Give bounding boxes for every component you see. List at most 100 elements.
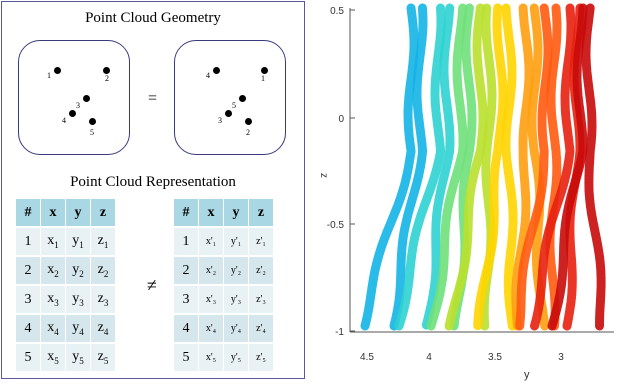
point-label: 3 (218, 116, 222, 125)
point-3 (83, 95, 90, 102)
strand-leg (581, 3, 606, 331)
point-label: 1 (261, 74, 265, 83)
cell-z: z3 (90, 285, 116, 315)
table-row: 4 x4 y4 z4 (16, 314, 116, 344)
point-4 (213, 67, 220, 74)
x-tick-label: 3.5 (488, 352, 502, 363)
point-2 (103, 67, 110, 74)
point-cloud-strands (360, 3, 606, 331)
cell-x: x'₃ (198, 285, 224, 315)
row-index: 3 (174, 285, 199, 315)
strand-leg (444, 3, 488, 331)
point-cloud-strand (515, 3, 562, 331)
row-index: 3 (16, 285, 41, 315)
table-row: 1 x'₁ y'₁ z'₁ (174, 227, 274, 257)
cell-z: z'₁ (248, 227, 274, 257)
point-2 (245, 118, 252, 125)
point-5 (239, 95, 246, 102)
point-4 (69, 110, 76, 117)
table-row: 5 x'₅ y'₅ z'₅ (174, 343, 274, 373)
point-label: 2 (105, 74, 109, 83)
table-row: 5 x5 y5 z5 (16, 343, 116, 373)
cell-y: y'₂ (223, 256, 249, 286)
point-cloud-strand (360, 3, 428, 331)
point-cloud-strand (394, 3, 455, 331)
strand-leg (473, 3, 508, 331)
cell-x: x'₁ (198, 227, 224, 257)
x-axis-label: y (524, 369, 530, 381)
table-original: # x y z 1 x1 y1 z1 2 x2 y2 z2 3 x3 y3 z3 4 x4 y4 z4 5 x5 y… (16, 199, 116, 373)
table-row: 1 x1 y1 z1 (16, 227, 116, 257)
cell-z: z1 (90, 227, 116, 257)
cell-y: y5 (65, 343, 91, 373)
y-tick-label: 0.5 (330, 6, 344, 17)
point-5 (89, 118, 96, 125)
row-index: 4 (174, 314, 199, 344)
cell-y: y1 (65, 227, 91, 257)
point-label: 4 (62, 116, 66, 125)
cell-z: z4 (90, 314, 116, 344)
representation-title: Point Cloud Representation (70, 174, 236, 190)
strand-leg (501, 3, 518, 331)
row-index: 5 (174, 343, 199, 373)
table-permuted: # x y z 1 x'₁ y'₁ z'₁ 2 x'₂ y'₂ z'₂ 3 x'₃ y'₃ z'₃ 4 x… (174, 199, 274, 373)
point-label: 5 (90, 128, 94, 137)
point-label: 5 (232, 101, 236, 110)
row-index: 1 (174, 227, 199, 257)
cell-x: x4 (40, 314, 66, 344)
col-header: z (90, 199, 116, 228)
strand-leg (547, 3, 588, 331)
strand-leg (527, 3, 550, 331)
left-panel: Point Cloud Geometry 1 2 3 4 5 = 4 1 5 3… (1, 1, 305, 379)
strand-leg (394, 3, 446, 331)
row-index: 2 (16, 256, 41, 286)
cell-z: z'₃ (248, 285, 274, 315)
row-index: 4 (16, 314, 41, 344)
geometry-box-left: 1 2 3 4 5 (18, 40, 130, 155)
table-row: 2 x'₂ y'₂ z'₂ (174, 256, 274, 286)
strand-leg (545, 3, 562, 331)
cell-x: x5 (40, 343, 66, 373)
cell-x: x'₅ (198, 343, 224, 373)
cell-x: x'₂ (198, 256, 224, 286)
col-header: x (198, 199, 224, 228)
strand-leg (515, 3, 553, 331)
point-cloud-strand (511, 3, 550, 331)
point-label: 4 (206, 71, 210, 80)
y-axis-label: z (318, 173, 329, 178)
point-cloud-plot: 4.5 4 3.5 3 0.5 0 -0.5 -1 z y (312, 0, 618, 384)
cell-x: x2 (40, 256, 66, 286)
row-index: 2 (174, 256, 199, 286)
strand-leg (421, 3, 455, 331)
col-header: # (174, 199, 199, 228)
geometry-title: Point Cloud Geometry (85, 10, 221, 26)
cell-z: z5 (90, 343, 116, 373)
y-tick-label: -0.5 (327, 220, 345, 231)
point-1 (261, 67, 268, 74)
plot-svg: 4.5 4 3.5 3 0.5 0 -0.5 -1 z y (318, 3, 614, 381)
col-header: z (248, 199, 274, 228)
strand-leg (360, 3, 419, 331)
equals-sign: = (148, 90, 158, 107)
strand-leg (530, 3, 576, 331)
point-cloud-strand (473, 3, 518, 331)
y-tick-label: 0 (338, 114, 344, 125)
x-tick-label: 4.5 (360, 352, 374, 363)
table-row: 2 x2 y2 z2 (16, 256, 116, 286)
y-tick-label: -1 (335, 327, 344, 338)
geometry-box-right: 4 1 5 3 2 (174, 40, 286, 155)
col-header: y (65, 199, 91, 228)
axis-ticks: 4.5 4 3.5 3 0.5 0 -0.5 -1 (327, 6, 564, 363)
cell-y: y4 (65, 314, 91, 344)
table-row: 4 x'₄ y'₄ z'₄ (174, 314, 274, 344)
point-label: 3 (76, 101, 80, 110)
cell-x: x1 (40, 227, 66, 257)
cell-y: y'₁ (223, 227, 249, 257)
row-index: 1 (16, 227, 41, 257)
row-index: 5 (16, 343, 41, 373)
point-cloud-strand (547, 3, 606, 331)
table-row: 3 x3 y3 z3 (16, 285, 116, 315)
x-tick-label: 4 (426, 352, 432, 363)
cell-y: y2 (65, 256, 91, 286)
cell-x: x'₄ (198, 314, 224, 344)
